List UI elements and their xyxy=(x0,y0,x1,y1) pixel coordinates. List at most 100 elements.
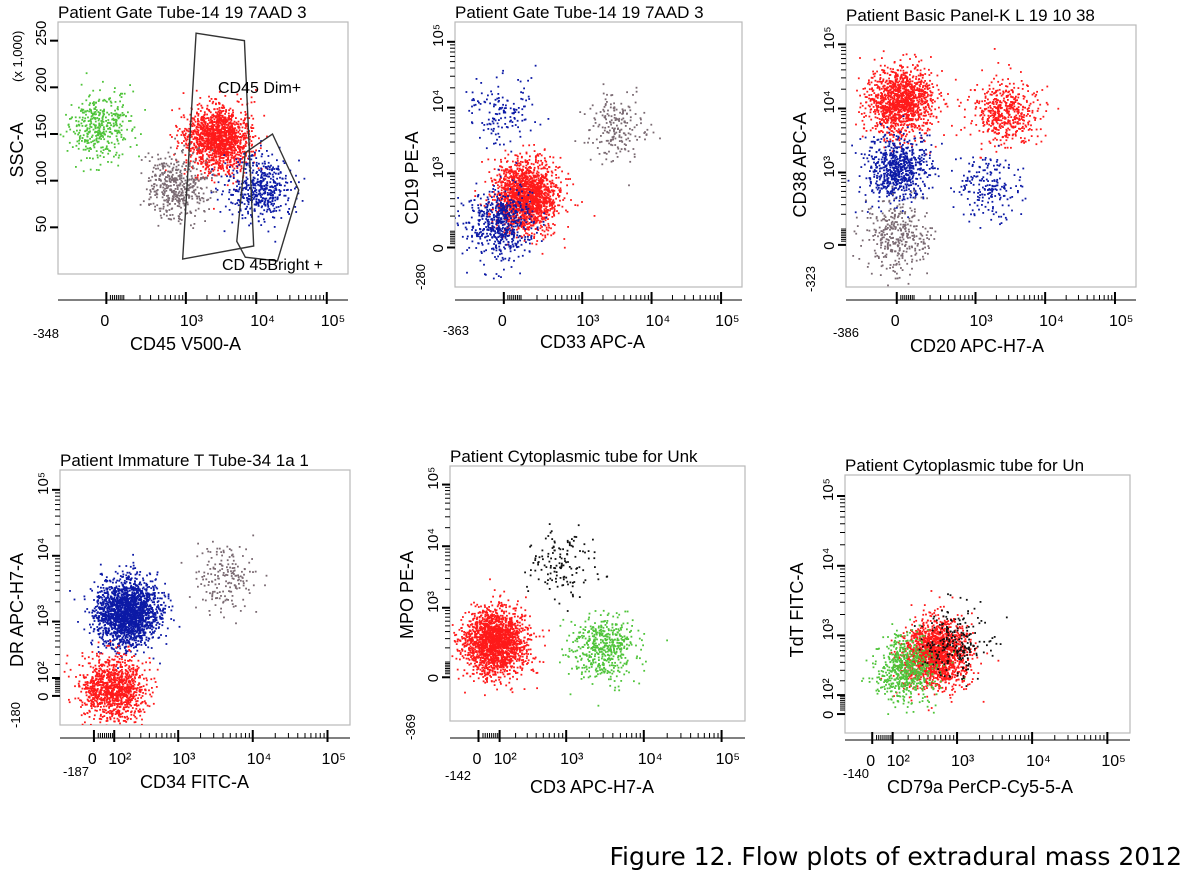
y-tick-label: 10⁴ xyxy=(35,538,52,561)
flow-plot-5: Patient Cytoplasmic tube for Unk 0 10² 10³ 1… xyxy=(397,447,746,797)
x-axis-label: CD3 APC-H7-A xyxy=(530,777,654,797)
x-axis-label: CD79a PerCP-Cy5-5-A xyxy=(887,777,1073,797)
gate-label-cd45-dim: CD45 Dim+ xyxy=(218,80,301,97)
y-tick-label: 250 xyxy=(33,21,50,46)
population-green-2 xyxy=(861,618,966,715)
y-axis: 0 10³ 10⁴ 10⁵ -369 xyxy=(403,467,450,740)
population-blue-2 xyxy=(455,168,548,280)
y-tick-label: 10⁵ xyxy=(821,26,838,49)
y-tick-label: 10⁵ xyxy=(35,472,52,495)
x-tick-label: 0 xyxy=(88,751,97,768)
x-axis: 0 10² 10³ 10⁴ 10⁵ -142 xyxy=(445,730,745,783)
x-axis: 0 10² 10³ 10⁴ 10⁵ -140 xyxy=(843,732,1130,781)
plot-events xyxy=(847,48,1060,287)
x-tick-label: 10⁵ xyxy=(1109,313,1133,330)
population-grey-4 xyxy=(139,137,218,229)
x-tick-label: 10⁴ xyxy=(646,313,671,330)
population-blue-3 xyxy=(465,64,550,164)
x-axis: 0 10³ 10⁴ 10⁵ -348 xyxy=(33,292,348,341)
population-red-1 xyxy=(474,144,596,255)
plot-events xyxy=(59,72,306,243)
plot-events xyxy=(455,64,661,280)
x-tick-label: 10² xyxy=(887,753,911,770)
plot-title: Patient Gate Tube-14 19 7AAD 3 xyxy=(455,3,704,22)
y-tick-label: 150 xyxy=(33,114,50,139)
population-grey-4 xyxy=(574,83,661,187)
x-min-label: -142 xyxy=(445,768,471,783)
x-tick-label: 10³ xyxy=(180,313,204,330)
gate-cd45-bright xyxy=(236,132,300,262)
y-tick-label: 10⁵ xyxy=(425,467,442,490)
population-grey-3 xyxy=(180,534,268,625)
population-green-2 xyxy=(559,609,668,707)
population-blue-2 xyxy=(210,140,306,243)
y-tick-label: 10⁵ xyxy=(820,478,837,501)
x-tick-label: 10⁵ xyxy=(715,313,739,330)
x-axis-label: CD20 APC-H7-A xyxy=(910,336,1044,356)
population-blue-5 xyxy=(950,144,1027,229)
y-axis-label: CD38 APC-A xyxy=(790,112,810,217)
plot-title: Patient Cytoplasmic tube for Un xyxy=(845,456,1084,475)
y-axis-label: MPO PE-A xyxy=(397,551,417,639)
x-tick-label: 0 xyxy=(472,751,481,768)
x-tick-label: 10⁵ xyxy=(716,751,740,768)
plot-frame xyxy=(844,474,1131,734)
y-tick-label: 10³ xyxy=(820,619,837,641)
gates xyxy=(181,32,300,262)
y-axis-label: DR APC-H7-A xyxy=(7,553,27,667)
flow-plot-1: Patient Gate Tube-14 19 7AAD 3 0 10³ 10⁴ 10⁵… xyxy=(7,3,349,354)
y-tick-label: 100 xyxy=(33,161,50,186)
y-axis-label: CD19 PE-A xyxy=(402,131,422,224)
x-tick-label: 10³ xyxy=(172,751,196,768)
y-min-label: -280 xyxy=(413,264,428,290)
population-black-3 xyxy=(524,523,609,612)
x-min-label: -348 xyxy=(33,326,59,341)
x-min-label: -140 xyxy=(843,766,869,781)
y-tick-label: 10³ xyxy=(430,157,447,179)
x-tick-label: 10⁴ xyxy=(1039,313,1064,330)
x-tick-label: 0 xyxy=(100,313,109,330)
plot-title: Patient Basic Panel-K L 19 10 38 xyxy=(846,6,1095,25)
population-red-1 xyxy=(450,578,550,697)
population-blue-1 xyxy=(69,553,181,669)
y-min-label: -323 xyxy=(803,266,818,292)
y-tick-label: 10³ xyxy=(821,156,838,178)
y-tick-label: 0 xyxy=(821,242,838,250)
figure-caption: Figure 12. Flow plots of extradural mass… xyxy=(609,842,1182,871)
plot-events xyxy=(450,523,668,707)
population-green-3 xyxy=(59,72,146,173)
y-tick-label: 0 xyxy=(820,711,837,719)
y-tick-label: 10⁴ xyxy=(430,89,447,112)
y-axis: 0 10³ 10⁴ 10⁵ -323 xyxy=(803,26,846,292)
population-blue-3 xyxy=(847,115,943,219)
x-min-label: -187 xyxy=(63,764,89,779)
x-tick-label: 10³ xyxy=(969,313,993,330)
x-tick-label: 10³ xyxy=(951,753,975,770)
flow-plot-3: Patient Basic Panel-K L 19 10 38 0 10³ 10⁴ 1… xyxy=(790,6,1137,356)
population-red-1 xyxy=(164,89,268,210)
y-axis: 0 10² 10³ 10⁴ 10⁵ xyxy=(820,478,845,719)
plot-title: Patient Gate Tube-14 19 7AAD 3 xyxy=(58,3,307,22)
plot-title: Patient Immature T Tube-34 1a 1 xyxy=(60,451,309,470)
y-tick-label: 10⁴ xyxy=(425,528,442,551)
x-tick-label: 0 xyxy=(866,753,875,770)
x-axis-label: CD34 FITC-A xyxy=(140,772,249,792)
x-min-label: -386 xyxy=(833,325,859,340)
x-tick-label: 10² xyxy=(494,751,518,768)
flow-plot-4: Patient Immature T Tube-34 1a 1 0 10² 10³ 10… xyxy=(7,451,351,792)
x-axis-label: CD45 V500-A xyxy=(130,334,241,354)
y-multiplier: (x 1,000) xyxy=(10,31,25,82)
y-axis-label: SSC-A xyxy=(7,122,27,177)
x-tick-label: 10³ xyxy=(576,313,600,330)
plot-events xyxy=(63,534,268,725)
y-tick-label: 0 xyxy=(35,693,52,701)
x-tick-label: 10⁵ xyxy=(322,751,346,768)
x-tick-label: 0 xyxy=(498,313,507,330)
flow-plot-6: Patient Cytoplasmic tube for Un 0 10² 10³ 10… xyxy=(787,456,1131,797)
y-min-label: -369 xyxy=(403,714,418,740)
x-tick-label: 10⁴ xyxy=(250,313,275,330)
population-grey-4 xyxy=(852,186,937,287)
population-red-2 xyxy=(63,640,159,725)
y-tick-label: 0 xyxy=(430,244,447,252)
